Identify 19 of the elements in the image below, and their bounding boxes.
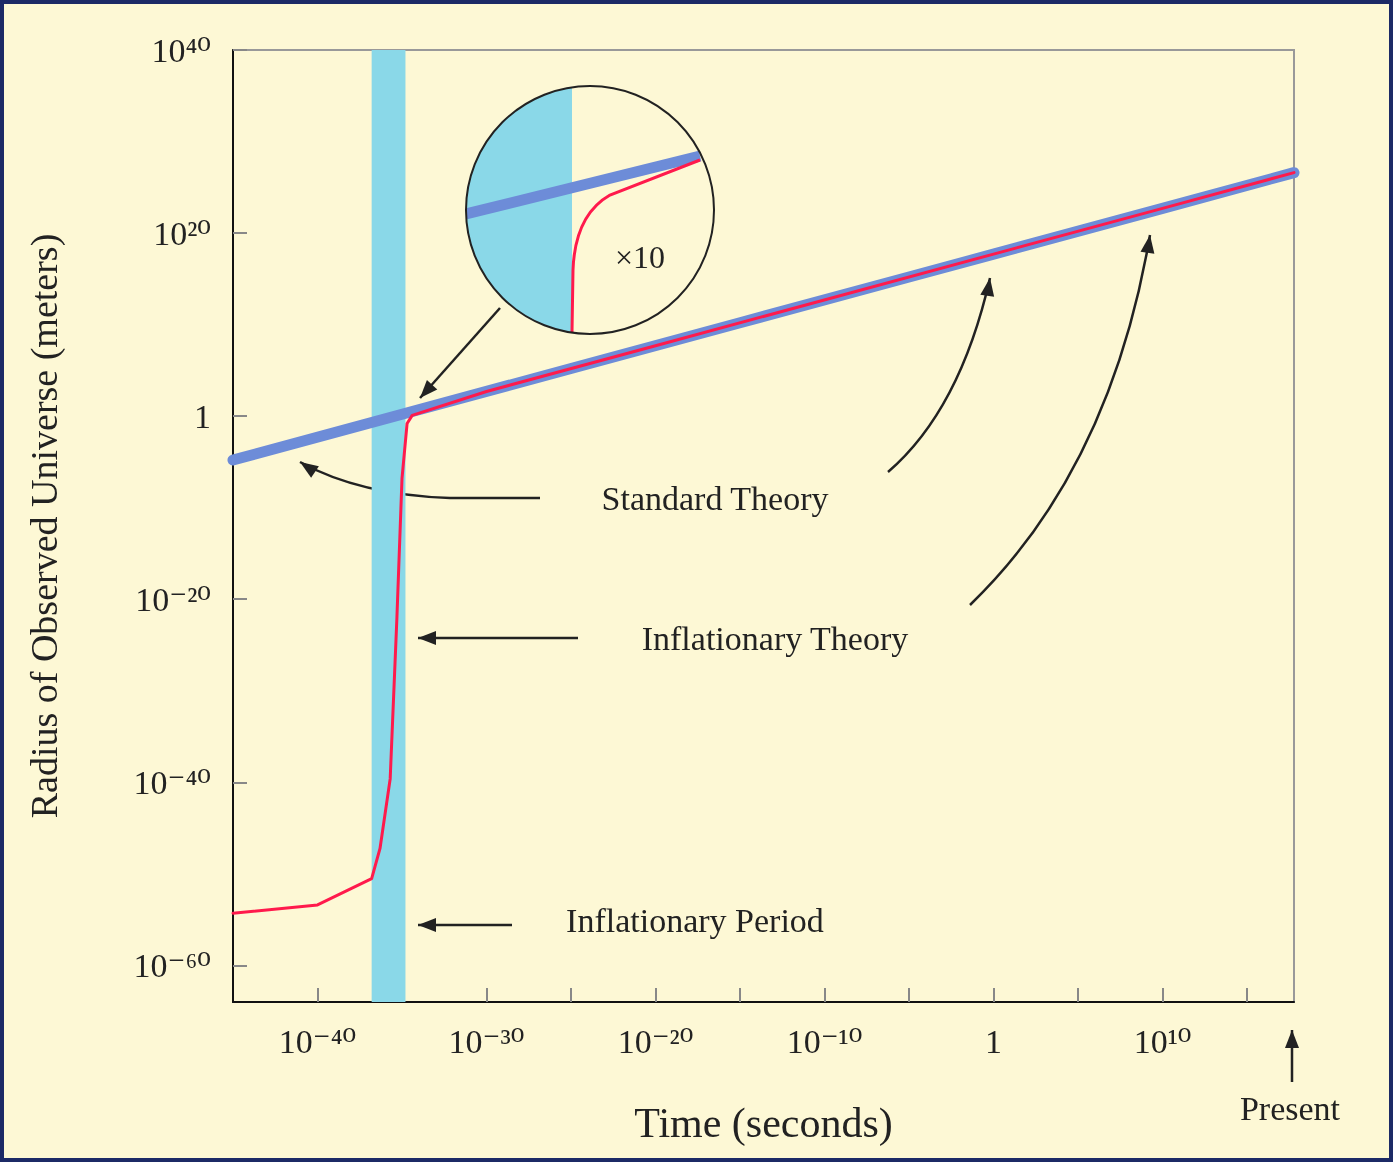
- x-tick-label: 1: [985, 1022, 1003, 1060]
- x-tick-label: 10⁻³⁰: [448, 1022, 525, 1060]
- annotation: ×10: [614, 239, 666, 275]
- y-tick-label: 10²⁰: [153, 214, 211, 252]
- x-tick-label: 10⁻⁴⁰: [278, 1022, 357, 1060]
- y-tick-label: 10⁻⁴⁰: [133, 763, 211, 801]
- annotation: Inflationary Period: [566, 901, 824, 939]
- x-tick-label: 10⁻²⁰: [617, 1022, 694, 1060]
- x-tick-label: 10⁻¹⁰: [786, 1022, 863, 1060]
- annotation: Standard Theory: [601, 479, 829, 517]
- text: Present: [1239, 1089, 1341, 1127]
- y-tick-label: 10⁴⁰: [151, 31, 211, 69]
- annotation: Inflationary Theory: [641, 619, 909, 657]
- y-tick-label: 10⁻²⁰: [135, 580, 211, 618]
- y-axis-title: Radius of Observed Universe (meters): [23, 233, 66, 819]
- y-tick-label: 1: [194, 397, 211, 435]
- x-tick-label: 10¹⁰: [1133, 1022, 1192, 1060]
- x-axis-title: Time (seconds): [634, 1100, 893, 1147]
- y-tick-label: 10⁻⁶⁰: [133, 946, 211, 984]
